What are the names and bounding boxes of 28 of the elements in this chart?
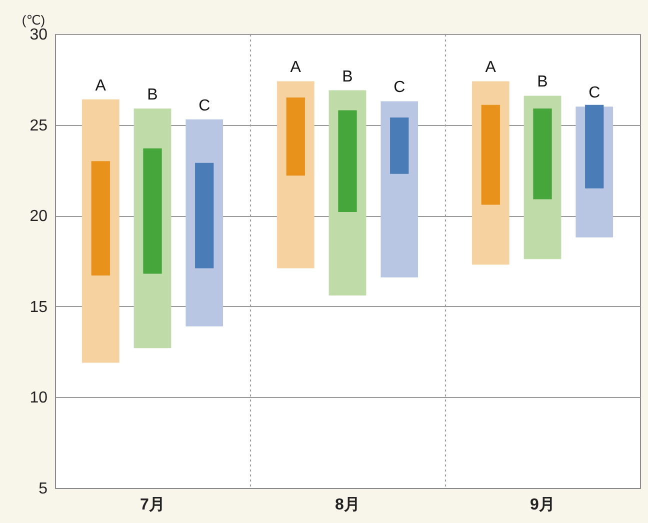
- bar: [390, 118, 409, 174]
- text: A: [290, 59, 301, 76]
- bar: [91, 161, 110, 276]
- series-label: B: [147, 86, 158, 104]
- bar: [481, 104, 500, 205]
- text: C: [394, 79, 406, 96]
- x-tick-label: 8月: [335, 496, 360, 514]
- y-tick-label: 10: [30, 390, 48, 407]
- bar: [338, 110, 357, 212]
- series-label: A: [95, 77, 106, 94]
- y-tick-label: 5: [38, 480, 48, 498]
- bar: [286, 98, 305, 176]
- y-tick-label: 25: [30, 117, 48, 134]
- y-tick-label: 15: [30, 298, 48, 316]
- text: A: [485, 59, 496, 76]
- bar: [143, 148, 162, 274]
- y-tick-label: 20: [30, 208, 48, 226]
- y-tick-label: 30: [30, 26, 48, 44]
- x-tick-label: 9月: [530, 496, 555, 514]
- bar: [195, 162, 214, 268]
- y-axis-title: (℃): [22, 12, 46, 28]
- bar: [533, 108, 552, 200]
- bar: [585, 104, 604, 188]
- text: B: [342, 68, 353, 86]
- text: B: [537, 74, 548, 91]
- series-label: C: [198, 97, 210, 114]
- text: C: [588, 84, 600, 102]
- x-tick-label: 7月: [140, 496, 165, 514]
